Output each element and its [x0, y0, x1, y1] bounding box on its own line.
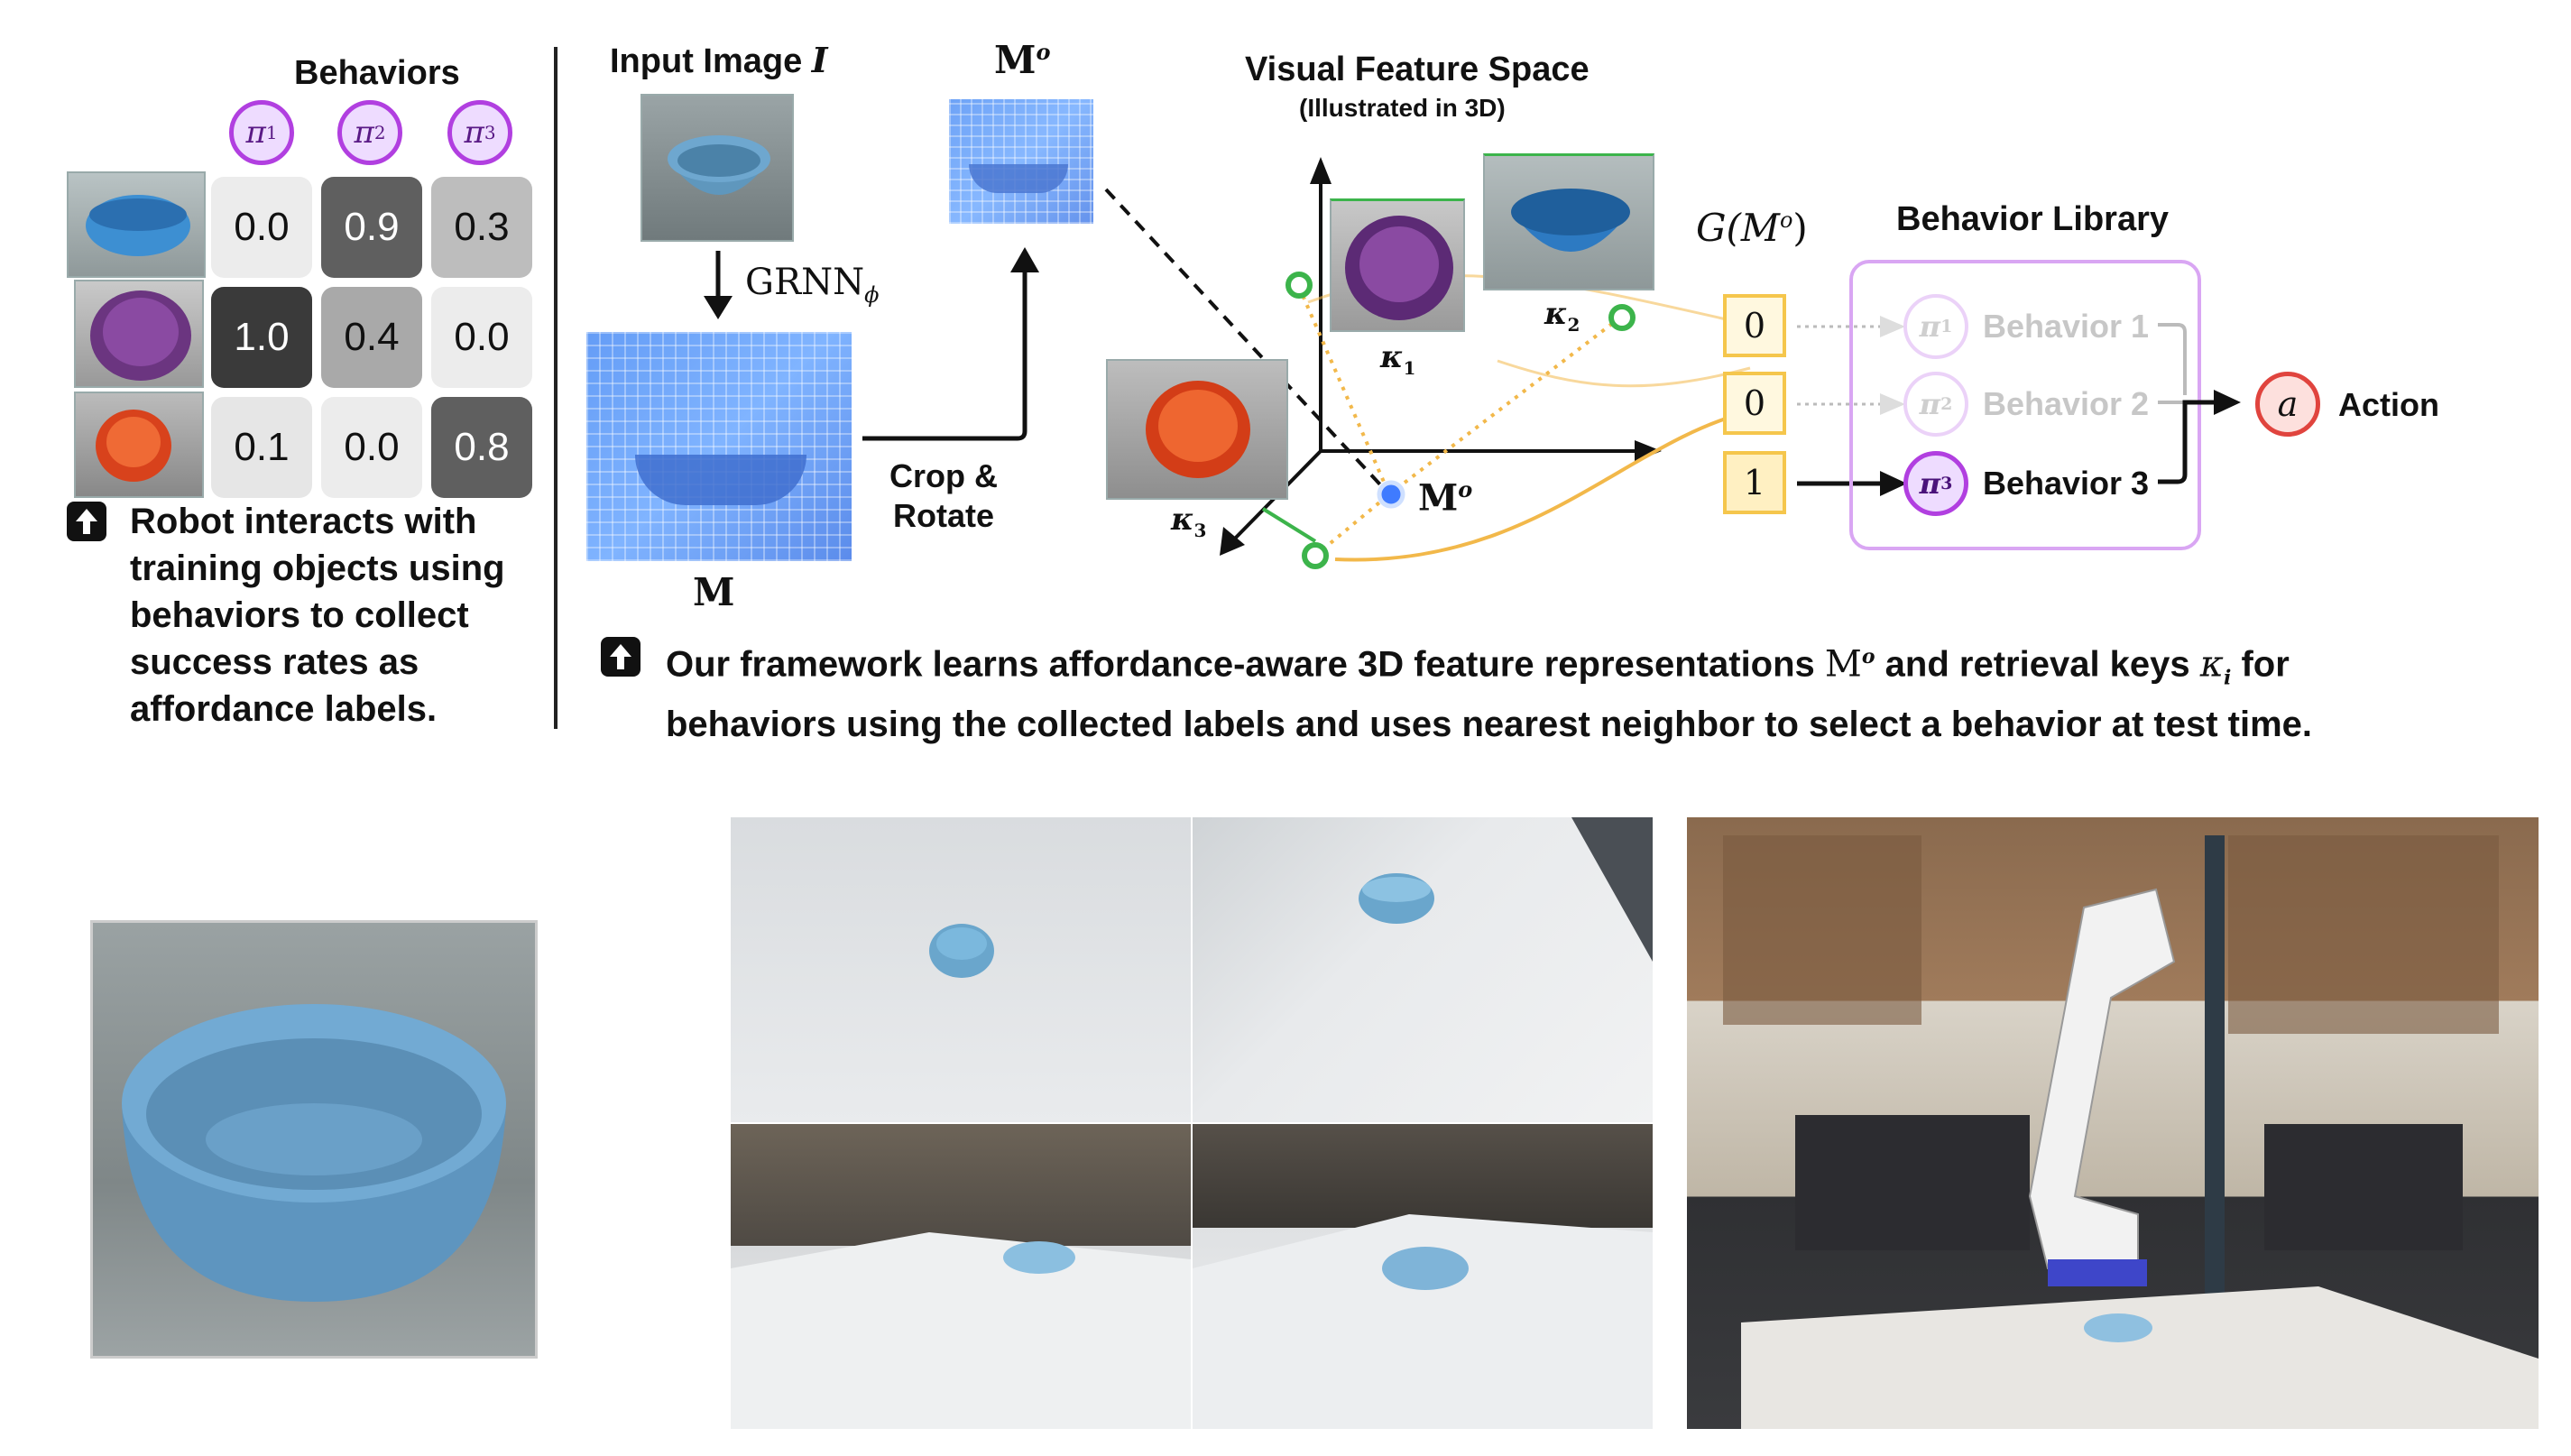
- closeup-bowl-icon: [122, 1004, 506, 1302]
- crop-rotate-arrow-icon: [862, 247, 1039, 441]
- input-bowl-icon: [668, 135, 770, 195]
- g-value-1: 0: [1723, 294, 1786, 357]
- key3-link: [1261, 507, 1317, 543]
- purple-bowl-icon: [90, 290, 191, 381]
- main-caption: Our framework learns affordance-aware 3D…: [666, 643, 2312, 745]
- crop-rotate-label: Crop & Rotate: [889, 457, 998, 534]
- behaviors-heading: Behaviors: [294, 54, 460, 92]
- cell-r1-c2: 0.9: [321, 177, 422, 278]
- key2-thumbnail: [1483, 153, 1654, 290]
- orange-bowl-thumbnail: [74, 392, 204, 498]
- library-title: Behavior Library: [1896, 200, 2169, 238]
- key2-label: κ2: [1544, 296, 1580, 336]
- cell-r1-c3: 0.3: [431, 177, 532, 278]
- library-box: [1849, 260, 2201, 550]
- key1-thumbnail: [1330, 198, 1465, 332]
- voxel-cube-m: [586, 332, 852, 561]
- up-arrow-icon-main: [601, 637, 640, 677]
- cell-r2-c3: 0.0: [431, 287, 532, 388]
- g-value-2: 0: [1723, 372, 1786, 435]
- key1-label: κ1: [1380, 339, 1416, 379]
- input-image: [640, 94, 794, 242]
- action-label: Action: [2338, 386, 2439, 423]
- mo-label: Mo: [994, 38, 1051, 82]
- cell-r3-c3: 0.8: [431, 397, 532, 498]
- blue-bowl-thumbnail: [67, 171, 206, 278]
- voxel-bowl-shape-small: [969, 164, 1068, 193]
- cell-r2-c2: 0.4: [321, 287, 422, 388]
- library-to-action-arrow: [2158, 323, 2241, 484]
- cell-r3-c2: 0.0: [321, 397, 422, 498]
- multiview-photo-2: [1193, 817, 1653, 1122]
- curve-to-g2: [1497, 359, 1751, 388]
- voxel-cube-mo: [949, 99, 1093, 224]
- orange-bowl-icon: [96, 410, 171, 482]
- robot-setup-photo: [1687, 817, 2539, 1429]
- multiview-photo-3: [731, 1124, 1191, 1429]
- key2-bowl-icon: [1511, 189, 1630, 252]
- voxel-bowl-shape: [635, 455, 806, 505]
- key3-label: κ3: [1171, 502, 1207, 541]
- key3-bowl-icon: [1146, 381, 1250, 478]
- key3-point: [1302, 542, 1329, 569]
- bowl-closeup-photo: [90, 920, 538, 1359]
- dashed-projection-line: [1104, 188, 1391, 496]
- purple-bowl-thumbnail: [74, 280, 204, 388]
- m-label: M: [693, 570, 735, 614]
- query-label: Mo: [1418, 476, 1473, 520]
- key1-point: [1286, 272, 1313, 299]
- g-to-library-arrows: [1797, 316, 1907, 496]
- cell-r3-c1: 0.1: [211, 397, 312, 498]
- down-arrow-icon: [704, 251, 733, 319]
- cell-r2-c1: 1.0: [211, 287, 312, 388]
- curve-to-g3: [1334, 410, 1751, 562]
- multiview-photo-1: [731, 817, 1191, 1122]
- key2-point: [1608, 304, 1636, 331]
- input-image-label: Input Image I: [610, 40, 828, 80]
- key2-to-query: [1387, 316, 1622, 496]
- query-point: [1377, 480, 1405, 509]
- panel-divider: [554, 47, 558, 729]
- cell-r1-c1: 0.0: [211, 177, 312, 278]
- feature-space-title: Visual Feature Space: [1245, 51, 1590, 88]
- view1-bowl-icon: [929, 924, 994, 978]
- key3-thumbnail: [1106, 359, 1288, 500]
- key1-bowl-icon: [1345, 216, 1453, 320]
- action-badge: a: [2255, 372, 2320, 437]
- key3-to-query: [1313, 493, 1391, 558]
- up-arrow-icon: [67, 502, 106, 541]
- robot-arm-icon: [1723, 835, 2539, 1429]
- feature-space-subtitle: (Illustrated in 3D): [1299, 94, 1506, 122]
- g-function-label: G(Mo): [1696, 206, 1808, 250]
- g-value-3: 1: [1723, 451, 1786, 514]
- view2-bowl-icon: [1359, 817, 1653, 962]
- multiview-photo-4: [1193, 1124, 1653, 1429]
- grnn-label: GRNNϕ: [745, 262, 880, 308]
- blue-bowl-icon: [86, 195, 190, 256]
- left-caption: Robot interacts with training objects us…: [130, 502, 505, 729]
- view4-bowl-icon: [1193, 1214, 1653, 1429]
- view3-bowl-icon: [731, 1232, 1191, 1429]
